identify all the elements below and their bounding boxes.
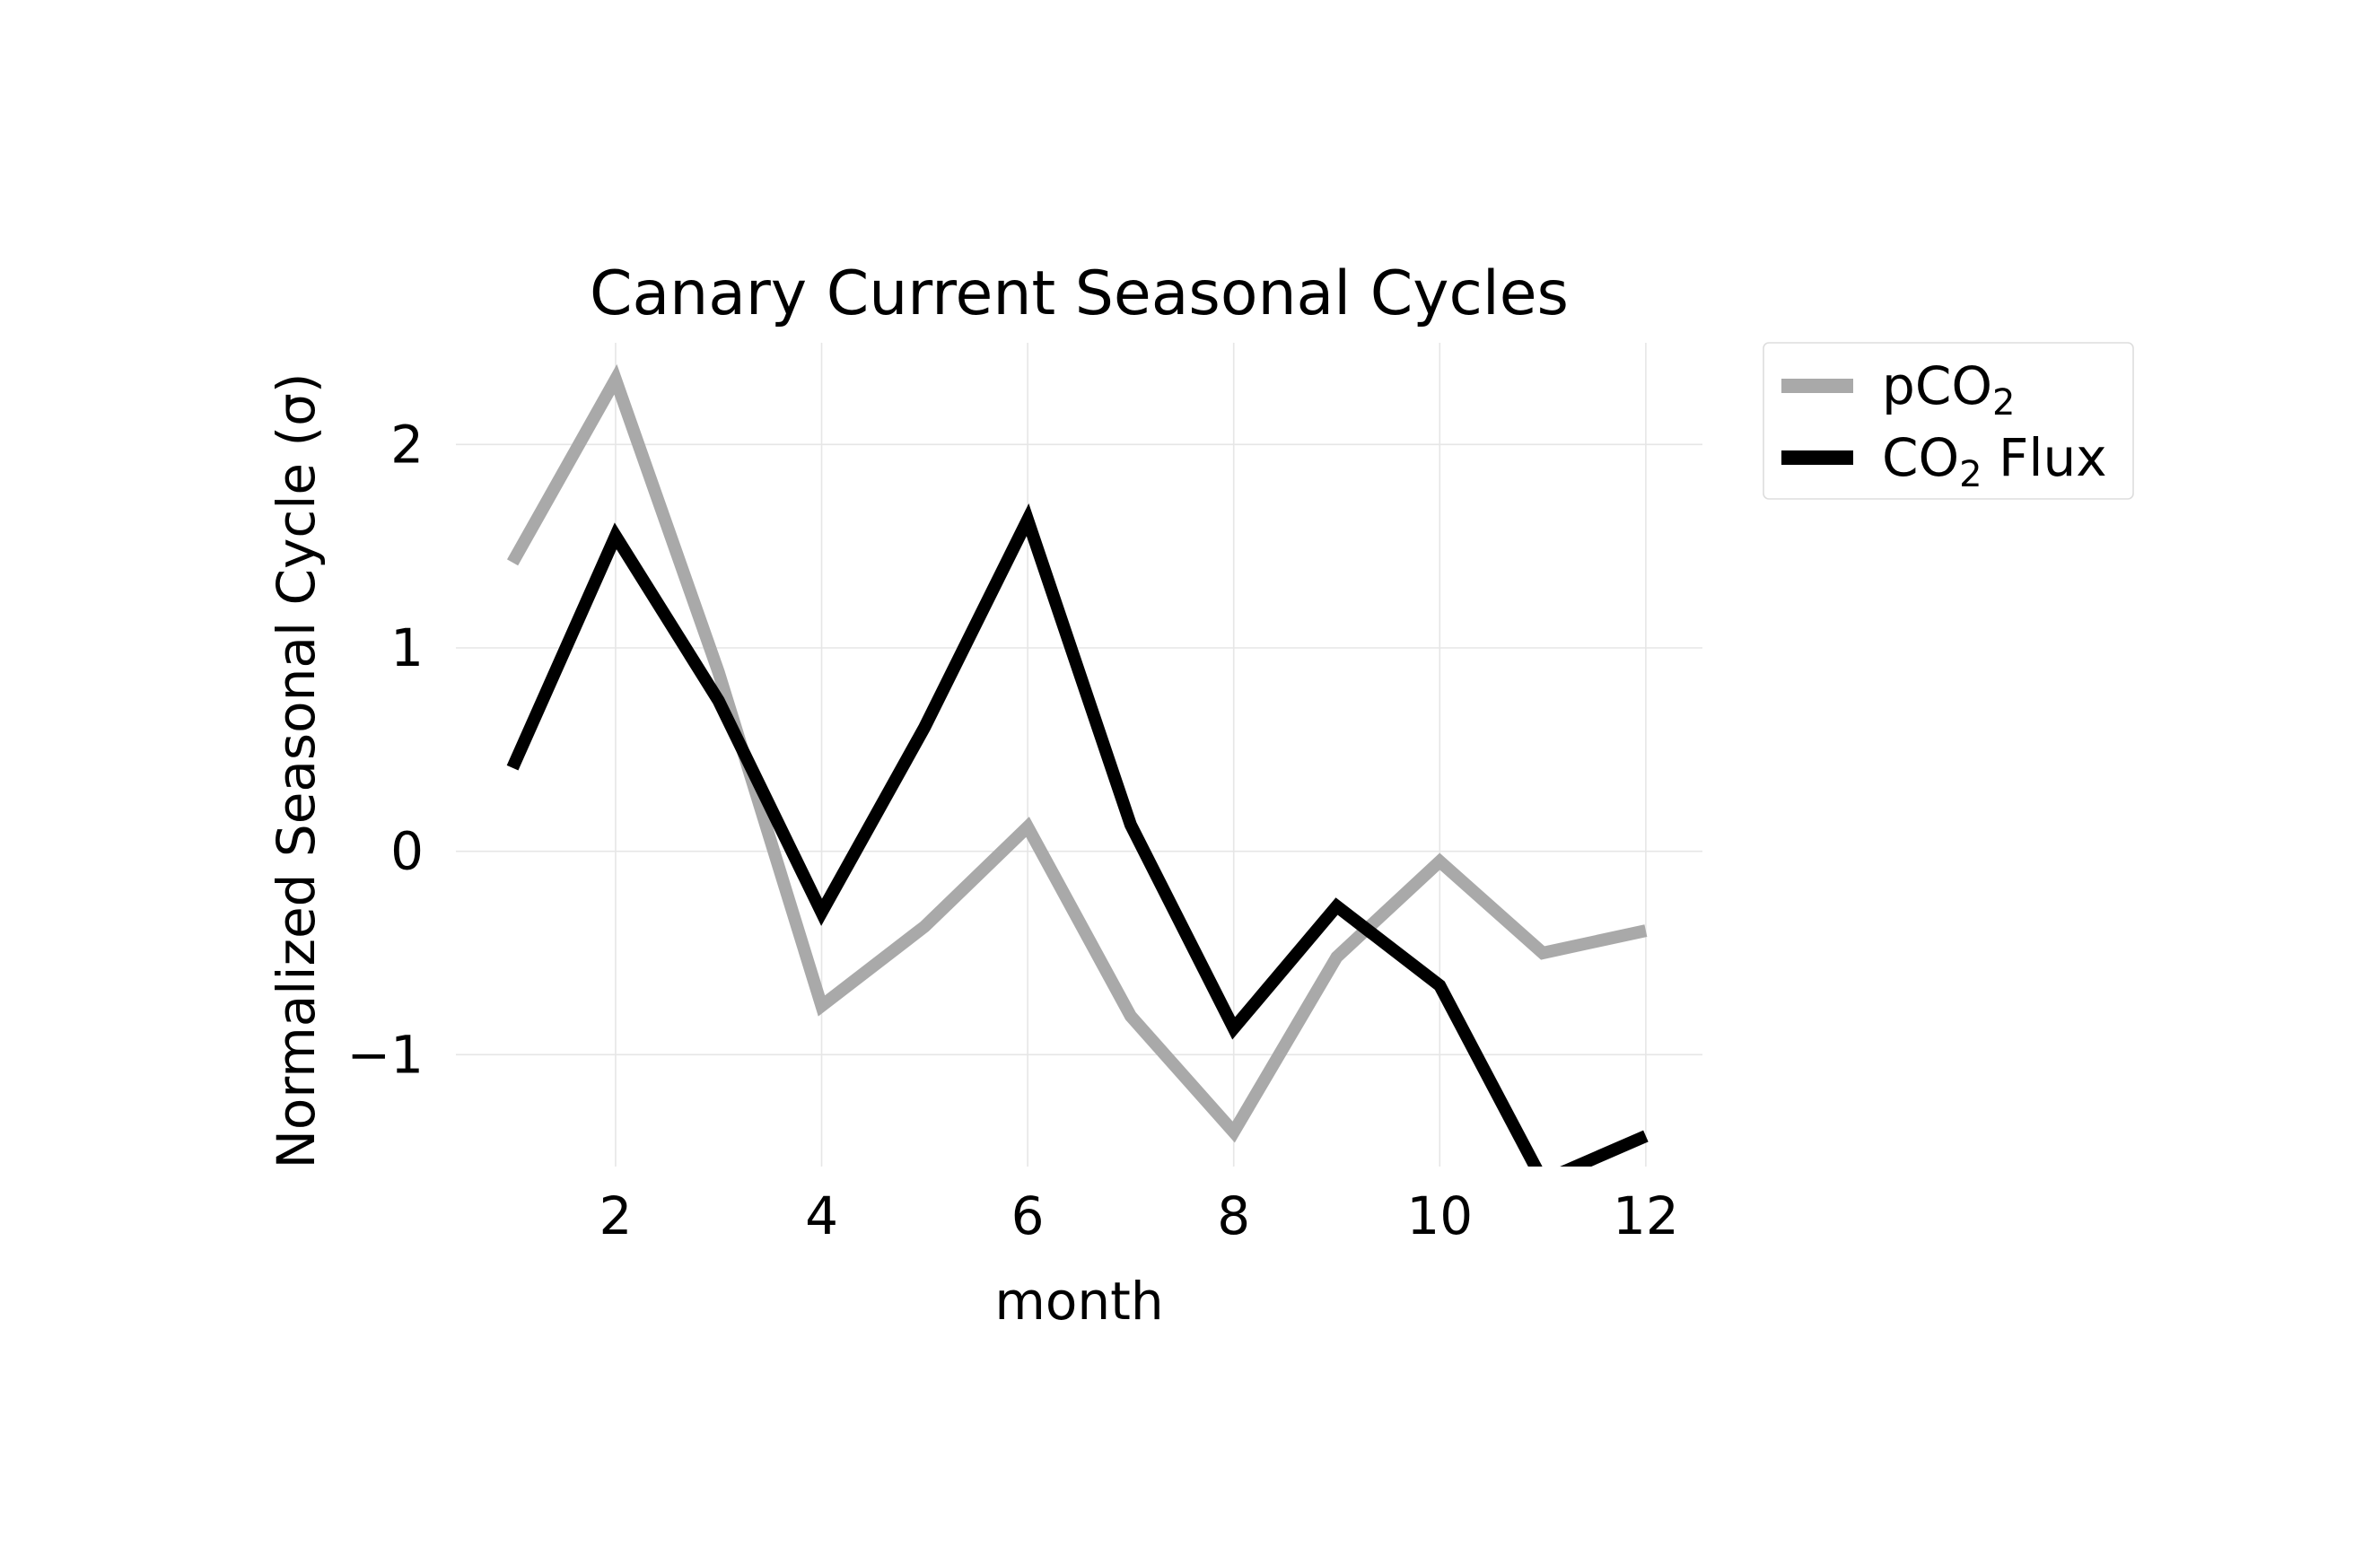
legend-frame — [1763, 342, 2134, 500]
x-tick-label: 10 — [1406, 1185, 1473, 1246]
x-tick-label: 12 — [1613, 1185, 1679, 1246]
y-tick-label: 0 — [390, 821, 424, 882]
x-tick-label: 4 — [805, 1185, 838, 1246]
legend-label: pCO2 — [1882, 355, 2015, 424]
x-tick-label: 8 — [1217, 1185, 1250, 1246]
y-tick-label: 1 — [390, 617, 424, 678]
grid — [456, 343, 1702, 1167]
y-axis-label: Normalized Seasonal Cycle (σ) — [266, 373, 327, 1169]
legend-label: CO2 Flux — [1882, 427, 2107, 495]
x-tick-label: 6 — [1011, 1185, 1045, 1246]
series-line-pco2 — [506, 363, 1648, 1143]
y-tick-label: 2 — [390, 414, 424, 475]
series-lines — [506, 363, 1649, 1167]
x-axis-label: month — [994, 1271, 1163, 1332]
series-line-co2-flux — [506, 503, 1649, 1167]
y-tick-label: −1 — [347, 1024, 424, 1085]
chart-title: Canary Current Seasonal Cycles — [590, 258, 1569, 329]
x-tick-label: 2 — [599, 1185, 632, 1246]
